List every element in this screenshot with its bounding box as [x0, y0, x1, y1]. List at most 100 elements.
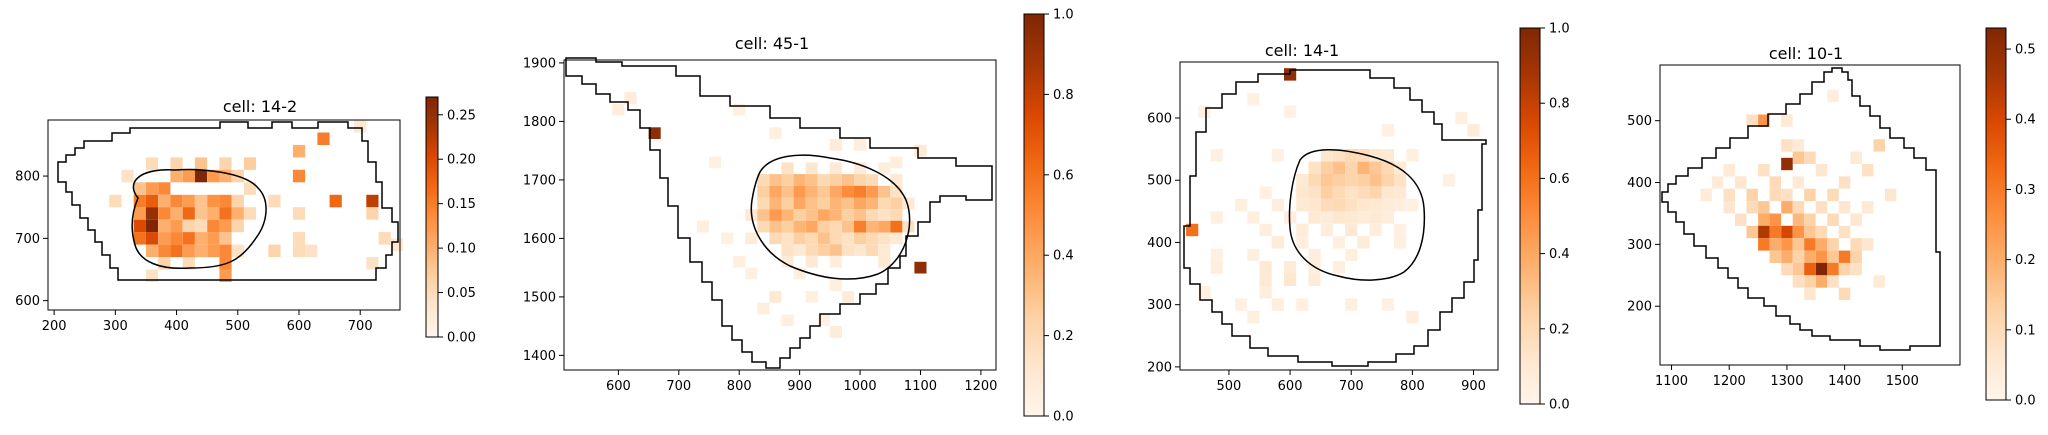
heatmap-cell	[1381, 198, 1394, 212]
heatmap-cell	[1815, 250, 1828, 263]
heatmap-cell	[866, 220, 879, 233]
y-tick-label: 200	[1627, 300, 1652, 315]
heatmap-cell	[133, 232, 146, 245]
heatmap-cell	[829, 220, 842, 233]
heatmap-cell	[219, 207, 232, 220]
heatmap-cell	[1357, 236, 1370, 249]
heatmap-cell	[854, 209, 867, 221]
heatmap-cell	[841, 291, 854, 303]
heatmap-cell	[781, 209, 794, 221]
heatmap-cell	[1827, 213, 1839, 226]
heatmap-cell	[914, 261, 927, 274]
heatmap-cell	[854, 244, 867, 256]
heatmap-cell	[292, 144, 306, 158]
heatmap-cell	[769, 197, 782, 210]
y-tick-label: 400	[1627, 176, 1652, 191]
heatmap-cell	[1781, 225, 1793, 239]
heatmap-cell	[866, 185, 879, 198]
heatmap-cell	[1792, 275, 1805, 288]
x-tick-label: 1300	[1770, 374, 1803, 389]
heatmap-cell	[243, 157, 257, 170]
y-axis: 1400 1500 1600 1700 1800 1900	[523, 56, 564, 364]
heatmap-cell	[1827, 188, 1839, 202]
colorbar-tick-label: 0.8	[1549, 97, 1570, 112]
heatmap-cell	[1369, 211, 1382, 224]
heatmap-cell	[829, 209, 842, 221]
heatmap-cell	[829, 255, 842, 268]
heatmap-cell	[1769, 213, 1782, 226]
heatmap-cell	[145, 269, 159, 282]
heatmap-cell	[1345, 174, 1358, 187]
heatmap-cell	[1320, 198, 1333, 212]
heatmap-cell	[219, 244, 232, 258]
colorbar: 0.0 0.2 0.4 0.6 0.8 1.0	[1519, 22, 1570, 413]
heatmap-cell	[769, 232, 782, 245]
heatmap-cell	[121, 169, 134, 183]
heatmap-cell	[268, 194, 281, 208]
heatmap-cell	[805, 174, 818, 186]
colorbar-gradient	[1023, 13, 1045, 417]
heatmap-cell	[757, 302, 770, 315]
heatmap-cell	[1804, 151, 1816, 164]
heatmap-cell	[817, 244, 830, 256]
x-tick-label: 500	[1217, 379, 1242, 394]
heatmap-cell	[769, 291, 782, 303]
heatmap-cell	[1815, 225, 1828, 239]
heatmap-cell	[1332, 174, 1346, 187]
heatmap-cell	[890, 185, 903, 198]
heatmap-cell	[158, 182, 171, 195]
heatmap-cell	[1320, 223, 1333, 237]
heatmap-cell	[878, 197, 891, 210]
colorbar-tick-label: 0.15	[447, 197, 476, 212]
colorbar-gradient	[1519, 27, 1541, 405]
heatmap-cell	[817, 232, 830, 245]
heatmap-cell	[1271, 149, 1284, 162]
x-tick-label: 700	[666, 379, 691, 394]
heatmap-cell	[829, 232, 842, 245]
heatmap-cell	[145, 207, 159, 220]
heatmap-cell	[817, 314, 830, 327]
heatmap-cell	[194, 232, 208, 245]
heatmap-cell	[1381, 149, 1394, 162]
heatmap-cell	[1381, 161, 1394, 174]
heatmap-cell	[1769, 176, 1782, 189]
chart-title: cell: 14-1	[1265, 41, 1339, 60]
heatmap-cell	[781, 197, 794, 210]
heatmap-cell	[696, 220, 709, 233]
colorbar-tick-label: 0.25	[447, 108, 476, 123]
heatmap-cell	[207, 194, 220, 208]
heatmap-cell	[1758, 225, 1770, 239]
heatmap-cell	[1443, 174, 1456, 187]
heatmap-cell	[769, 220, 782, 233]
heatmap-cell	[1320, 149, 1333, 162]
y-tick-label: 600	[1147, 112, 1172, 127]
heatmap-cell	[1781, 114, 1793, 127]
x-tick-label: 700	[1339, 379, 1364, 394]
y-tick-label: 600	[15, 294, 40, 309]
heatmap-cell	[1792, 213, 1805, 226]
heatmap-cell	[769, 185, 782, 198]
heatmap-cell	[914, 144, 927, 157]
heatmap-cell	[781, 255, 794, 268]
heatmap-cell	[1332, 198, 1346, 212]
heatmap-cell	[805, 220, 818, 233]
x-tick-label: 1200	[1713, 374, 1746, 389]
heatmap-cell	[733, 103, 746, 116]
heatmap-cell	[182, 194, 195, 208]
heatmap-cells	[109, 120, 403, 282]
heatmap-cell	[841, 185, 854, 198]
heatmap-cell	[1259, 186, 1272, 199]
heatmap-cell	[170, 219, 183, 233]
x-axis: 600 700 800 900 1000 1100 1200	[606, 370, 997, 394]
axes-frame	[1659, 64, 1961, 366]
heatmap-cell	[133, 182, 146, 195]
heatmap-cell	[1827, 262, 1839, 276]
heatmap-cell	[1345, 161, 1358, 174]
heatmap-cell	[366, 207, 379, 220]
cell-boundary	[1183, 69, 1487, 367]
heatmap-cell	[1259, 223, 1272, 237]
heatmap-cell	[1861, 164, 1874, 177]
heatmap-cell	[1345, 223, 1358, 237]
heatmap-cell	[1850, 238, 1862, 251]
heatmap-cell	[182, 244, 195, 258]
